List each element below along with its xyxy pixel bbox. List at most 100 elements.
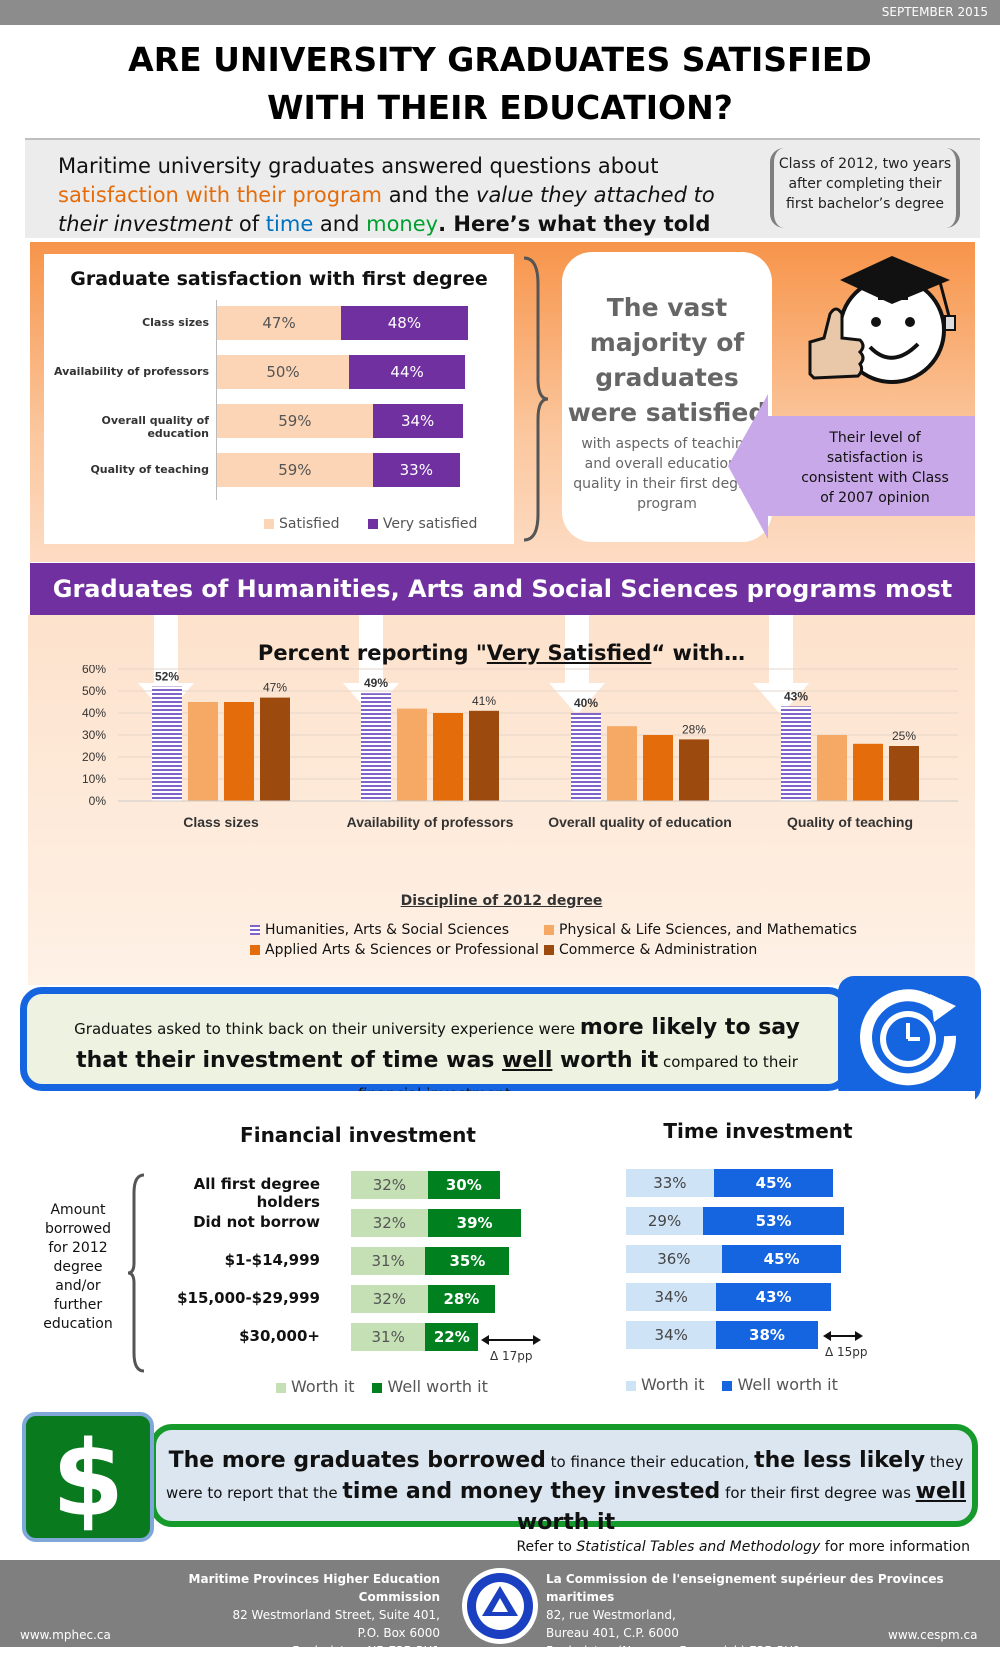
time-well-worth-it-bar: 43% (716, 1283, 831, 1311)
time-callout-text: Graduates asked to think back on their u… (47, 1012, 827, 1110)
intro-text: Maritime university graduates answered q… (58, 152, 738, 268)
y-tick-label: 30% (82, 728, 106, 742)
footer-fr-address: Fredericton (Nouveau-Brunswick) E3B 5H1 (546, 1644, 801, 1658)
footer-url-right[interactable]: www.cespm.ca (888, 1628, 978, 1642)
bar-1 (361, 693, 391, 801)
time-worth-it-bar: 36% (626, 1245, 722, 1273)
callout-emphasis-well: well (502, 1048, 553, 1073)
satisfaction-row-label: Overall quality of education (101, 414, 209, 440)
bubble-headline: The vast majority of graduates were sati… (567, 293, 767, 427)
y-tick-label: 60% (82, 665, 106, 676)
dollar-icon-box: $ (22, 1412, 154, 1542)
satisfaction-row-label: Class sizes (142, 316, 209, 329)
data-label: 47% (263, 681, 287, 695)
bar-1 (781, 706, 811, 801)
time-legend: Worth it Well worth it (626, 1375, 838, 1394)
legend-physical: Physical & Life Sciences, and Mathematic… (544, 922, 857, 938)
bar-3 (224, 702, 254, 801)
x-category-label: Class sizes (183, 814, 259, 830)
consistency-arrow (728, 394, 975, 539)
legend-humanities: Humanities, Arts & Social Sciences (250, 922, 509, 938)
legend-label-satisfied: Satisfied (279, 516, 340, 532)
legend-label: Humanities, Arts & Social Sciences (265, 922, 510, 938)
intro-part: and (313, 212, 367, 236)
clock-icon-box (838, 976, 981, 1103)
top-bar: SEPTEMBER 2015 (0, 0, 1000, 25)
time-well-worth-it-bar: 45% (721, 1245, 842, 1273)
footer: Maritime Provinces Higher Education Comm… (0, 1560, 1000, 1658)
bubble-detail: with aspects of teaching and overall edu… (573, 436, 761, 512)
double-arrow-icon (823, 1331, 863, 1341)
legend-label: Commerce & Administration (559, 942, 758, 958)
financial-delta: Δ 17pp (490, 1349, 533, 1363)
satisfied-bar: 59% (217, 453, 373, 487)
worth-it-bar: 32% (351, 1209, 428, 1237)
well-worth-it-bar: 35% (425, 1247, 510, 1275)
refer-link[interactable]: Statistical Tables and Methodology (576, 1539, 821, 1555)
discipline-banner: Graduates of Humanities, Arts and Social… (30, 563, 975, 655)
bar-2 (397, 708, 427, 801)
legend-swatch (372, 1382, 383, 1393)
bar-3 (433, 713, 463, 801)
data-label: 25% (892, 729, 916, 743)
data-label: 41% (472, 694, 496, 708)
time-well-worth-it-bar: 53% (703, 1207, 845, 1235)
bar-2 (188, 702, 218, 801)
very-satisfied-bar: 44% (349, 355, 466, 389)
legend-label: Worth it (291, 1377, 355, 1396)
consistency-text: Their level of satisfaction is consisten… (801, 430, 949, 506)
worth-it-bar: 32% (351, 1171, 428, 1199)
data-label: 49% (364, 676, 388, 690)
logo-icon (467, 1573, 533, 1639)
time-investment-callout: Graduates asked to think back on their u… (20, 987, 850, 1103)
satisfaction-chart-title: Graduate satisfaction with first degree (70, 268, 488, 290)
legend-swatch-very (367, 519, 378, 529)
x-category-label: Availability of professors (347, 814, 514, 830)
double-arrow-icon (481, 1335, 541, 1345)
chart-title-part: Percent reporting " (257, 641, 487, 665)
satisfaction-row-label: Quality of teaching (90, 463, 209, 476)
footer-fr-address: 82, rue Westmorland, (546, 1608, 676, 1622)
money-callout: The more graduates borrowed to finance t… (150, 1424, 978, 1535)
money-emphasis-well: well (915, 1479, 966, 1504)
financial-row-label: $30,000+ (239, 1327, 320, 1345)
y-tick-label: 50% (82, 684, 106, 698)
footer-url-left[interactable]: www.mphec.ca (20, 1628, 111, 1642)
legend-label: Applied Arts & Sciences or Professional (265, 942, 539, 958)
financial-legend: Worth it Well worth it (276, 1377, 488, 1396)
y-tick-label: 0% (89, 794, 107, 808)
time-well-worth-it-bar: 38% (716, 1321, 818, 1349)
satisfied-bar: 59% (217, 404, 373, 438)
intro-highlight-time: time (265, 212, 314, 236)
discipline-axis-label: Discipline of 2012 degree (400, 893, 603, 909)
well-worth-it-bar: 22% (425, 1323, 479, 1351)
x-category-label: Overall quality of education (548, 814, 732, 830)
intro-box: Maritime university graduates answered q… (25, 138, 980, 265)
time-worth-it-bar: 29% (626, 1207, 704, 1235)
bar-1 (571, 713, 601, 801)
satisfaction-axis (216, 300, 217, 500)
title-line-2: WITH THEIR EDUCATION? (267, 88, 733, 127)
time-well-worth-it-bar: 45% (713, 1169, 834, 1197)
money-part: for their first degree was (720, 1484, 916, 1502)
time-title: Time investment (663, 1119, 853, 1143)
satisfaction-panel: Graduate satisfaction with first degree … (30, 242, 975, 562)
well-worth-it-bar: 30% (427, 1171, 500, 1199)
discipline-bar-chart: 0% 10% 20% 30% 40% 50% 60% 52% 47% Class sizes 49%… (82, 665, 958, 830)
callout-emphasis: more likely to say that their investment… (76, 1015, 800, 1073)
discipline-chart-title: Percent reporting "Very Satisfied“ with… (28, 641, 975, 665)
satisfaction-row-label: Availability of professors (53, 365, 209, 378)
x-category-label: Quality of teaching (787, 814, 913, 830)
money-part: to finance their education, (545, 1453, 755, 1471)
page-title: ARE UNIVERSITY GRADUATES SATISFIED WITH … (0, 36, 1000, 132)
data-label: 28% (682, 722, 706, 736)
refer-note: Refer to Statistical Tables and Methodol… (500, 1539, 970, 1555)
legend-swatch (276, 1382, 286, 1393)
very-satisfied-bar: 34% (372, 404, 463, 438)
footer-en-address: Fredericton, NB E3B 5H1 (292, 1644, 440, 1658)
time-worth-it-bar: 33% (626, 1169, 714, 1197)
legend-swatch (544, 925, 554, 935)
financial-row-label: $15,000-$29,999 (177, 1289, 320, 1307)
footer-en-name: Maritime Provinces Higher Education Comm… (188, 1572, 440, 1604)
callout-emphasis: worth it (552, 1048, 659, 1073)
